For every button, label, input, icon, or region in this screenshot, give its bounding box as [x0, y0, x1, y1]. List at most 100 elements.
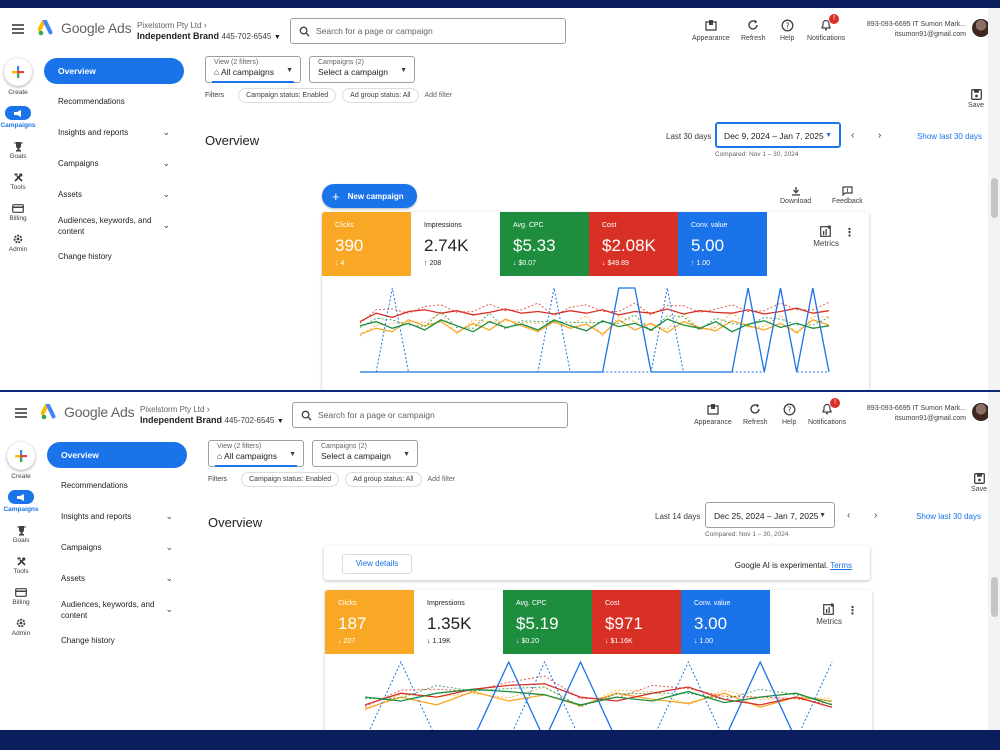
nav-rail: Create Campaigns Goals Tools Billing Adm…	[0, 58, 36, 263]
view-filter-dropdown[interactable]: View (2 filters) ⌂ All campaigns ▼	[205, 56, 301, 83]
rail-billing[interactable]: Billing	[3, 585, 39, 606]
prev-period-button[interactable]: ‹	[847, 510, 851, 521]
side-item-audiences[interactable]: Audiences, keywords, and content ⌄	[44, 210, 184, 241]
add-filter-button[interactable]: Add filter	[424, 92, 453, 99]
side-item-insights[interactable]: Insights and reports ⌄	[44, 117, 184, 148]
rail-tools[interactable]: Tools	[0, 170, 36, 191]
side-item-audiences[interactable]: Audiences, keywords, and content ⌄	[47, 594, 187, 625]
side-item-change-history[interactable]: Change history	[44, 241, 184, 272]
date-range-picker[interactable]: Dec 25, 2024 – Jan 7, 2025 ▼	[705, 502, 835, 528]
user-info[interactable]: 893-093-6695 IT Sumon Mark... itsumon91@…	[867, 404, 966, 424]
rail-create[interactable]: Create	[0, 58, 36, 96]
view-details-button[interactable]: View details	[342, 554, 412, 574]
date-range-picker[interactable]: Dec 9, 2024 – Jan 7, 2025 ▼	[715, 122, 841, 148]
rail-goals[interactable]: Goals	[3, 523, 39, 544]
more-options-icon[interactable]: ⋮	[847, 605, 858, 617]
more-options-icon[interactable]: ⋮	[844, 227, 855, 239]
rail-create[interactable]: Create	[3, 442, 39, 480]
search-input[interactable]: Search for a page or campaign	[292, 402, 568, 428]
prev-period-button[interactable]: ‹	[851, 130, 855, 141]
search-input[interactable]: Search for a page or campaign	[290, 18, 566, 44]
campaign-select-dropdown[interactable]: Campaigns (2) Select a campaign ▼	[309, 56, 415, 83]
rail-campaigns[interactable]: Campaigns	[3, 490, 39, 513]
add-filter-button[interactable]: Add filter	[427, 476, 456, 483]
metric-tile-clicks[interactable]: Clicks 187 ↓ 207	[325, 590, 414, 654]
notifications-button[interactable]: ! Notifications	[807, 14, 845, 42]
avatar[interactable]	[972, 403, 990, 421]
metric-tile-conv-value[interactable]: Conv. value 3.00 ↓ 1.00	[681, 590, 770, 654]
side-item-recommendations[interactable]: Recommendations	[44, 86, 184, 117]
side-item-campaigns[interactable]: Campaigns ⌄	[44, 148, 184, 179]
menu-icon[interactable]	[15, 408, 27, 418]
terms-link[interactable]: Terms	[830, 561, 852, 570]
show-last-30-days-link[interactable]: Show last 30 days	[916, 512, 981, 521]
feedback-button[interactable]: Feedback	[832, 186, 863, 205]
filter-chip-campaign-status[interactable]: Campaign status: Enabled	[241, 472, 340, 487]
show-last-30-days-link[interactable]: Show last 30 days	[917, 132, 982, 141]
campaign-select-label: Campaigns (2)	[318, 59, 364, 66]
next-period-button[interactable]: ›	[874, 510, 878, 521]
side-menu: Overview Recommendations Insights and re…	[47, 442, 187, 656]
new-campaign-button[interactable]: + New campaign	[322, 184, 417, 208]
campaign-select-dropdown[interactable]: Campaigns (2) Select a campaign ▼	[312, 440, 418, 467]
metric-tile-impressions[interactable]: Impressions 2.74K ↑ 208	[411, 212, 500, 276]
account-switcher[interactable]: Pixelstorm Pty Ltd › Independent Brand 4…	[137, 20, 281, 41]
side-item-insights[interactable]: Insights and reports ⌄	[47, 501, 187, 532]
avatar[interactable]	[972, 19, 990, 37]
filter-chip-campaign-status[interactable]: Campaign status: Enabled	[238, 88, 337, 103]
refresh-button[interactable]: Refresh	[741, 18, 766, 42]
side-item-overview[interactable]: Overview	[44, 58, 184, 84]
menu-icon[interactable]	[12, 24, 24, 34]
metrics-button[interactable]: Metrics	[813, 225, 839, 248]
side-item-campaigns[interactable]: Campaigns ⌄	[47, 532, 187, 563]
metric-tile-conv-value[interactable]: Conv. value 5.00 ↑ 1.00	[678, 212, 767, 276]
notifications-button[interactable]: ! Notifications	[808, 398, 846, 426]
save-button[interactable]: Save	[971, 473, 987, 493]
user-info[interactable]: 893-093-6695 IT Sumon Mark... itsumon91@…	[867, 20, 966, 40]
appearance-button[interactable]: Appearance	[692, 18, 730, 42]
rail-admin[interactable]: Admin	[0, 232, 36, 253]
search-placeholder: Search for a page or campaign	[318, 410, 435, 420]
rail-tools[interactable]: Tools	[3, 554, 39, 575]
rail-admin-label: Admin	[8, 246, 28, 253]
side-item-change-history[interactable]: Change history	[47, 625, 187, 656]
rail-campaigns[interactable]: Campaigns	[0, 106, 36, 129]
help-button[interactable]: ? Help	[780, 18, 794, 42]
metric-delta: ↓ 1.19K	[427, 638, 451, 645]
filter-chip-adgroup-status[interactable]: Ad group status: All	[342, 88, 419, 103]
metric-tile-impressions[interactable]: Impressions 1.35K ↓ 1.19K	[414, 590, 503, 654]
scrollbar[interactable]	[988, 392, 1000, 730]
side-item-recommendations[interactable]: Recommendations	[47, 470, 187, 501]
rail-admin[interactable]: Admin	[3, 616, 39, 637]
account-switcher[interactable]: Pixelstorm Pty Ltd › Independent Brand 4…	[140, 404, 284, 425]
side-item-assets[interactable]: Assets ⌄	[47, 563, 187, 594]
card-icon	[15, 587, 27, 597]
metric-tile-cost[interactable]: Cost $2.08K ↓ $49.89	[589, 212, 678, 276]
chevron-down-icon: ⌄	[165, 511, 173, 521]
download-button[interactable]: Download	[780, 186, 811, 205]
help-label: Help	[780, 35, 795, 42]
rail-billing[interactable]: Billing	[0, 201, 36, 222]
side-item-assets[interactable]: Assets ⌄	[44, 179, 184, 210]
chart-series-1-comparison	[359, 301, 830, 324]
help-button[interactable]: ? Help	[782, 402, 796, 426]
metrics-button[interactable]: Metrics	[816, 603, 842, 626]
next-period-button[interactable]: ›	[878, 130, 882, 141]
side-item-overview[interactable]: Overview	[47, 442, 187, 468]
save-button[interactable]: Save	[968, 89, 984, 109]
rail-goals[interactable]: Goals	[0, 139, 36, 160]
performance-chart	[359, 287, 830, 373]
scrollbar[interactable]	[988, 8, 1000, 390]
metric-tile-clicks[interactable]: Clicks 390 ↓ 4	[322, 212, 411, 276]
refresh-button[interactable]: Refresh	[743, 402, 768, 426]
metric-tile-avg-cpc[interactable]: Avg. CPC $5.19 ↓ $0.20	[503, 590, 592, 654]
google-ads-logo[interactable]: Google Ads	[38, 20, 132, 36]
google-ads-logo[interactable]: Google Ads	[41, 404, 135, 420]
metric-tile-avg-cpc[interactable]: Avg. CPC $5.33 ↓ $0.07	[500, 212, 589, 276]
metric-title: Conv. value	[691, 222, 728, 229]
metric-tile-cost[interactable]: Cost $971 ↓ $1.16K	[592, 590, 681, 654]
metric-title: Impressions	[427, 600, 465, 607]
filter-chip-adgroup-status[interactable]: Ad group status: All	[345, 472, 422, 487]
view-filter-dropdown[interactable]: View (2 filters) ⌂ All campaigns ▼	[208, 440, 304, 467]
appearance-button[interactable]: Appearance	[694, 402, 732, 426]
